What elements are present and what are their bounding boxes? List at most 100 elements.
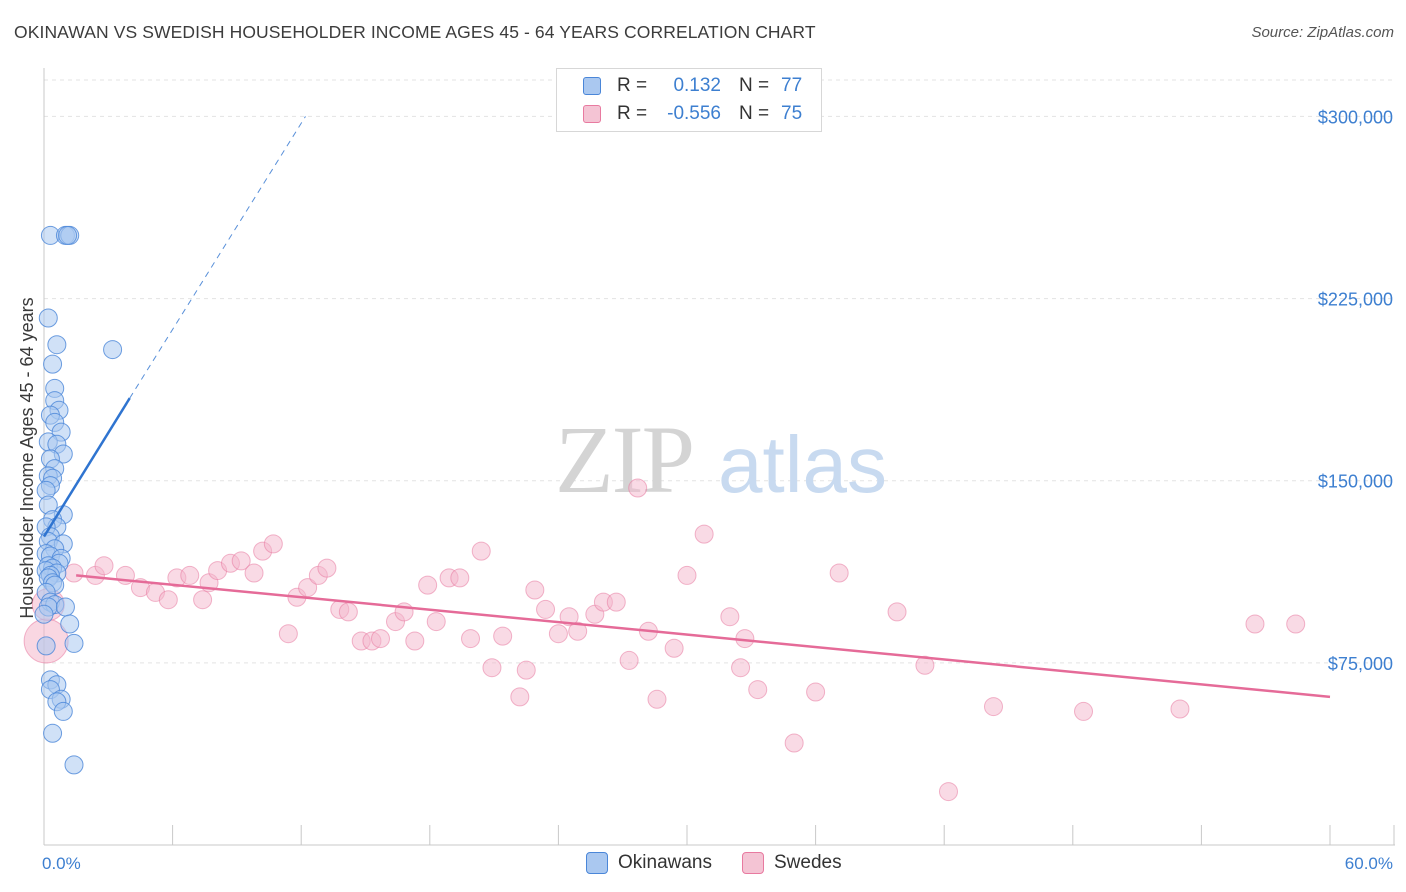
data-point-swedes (298, 578, 318, 598)
data-point-swedes (482, 658, 502, 678)
legend-row-swedes: R = -0.556 N = 75 (583, 102, 802, 126)
data-point-swedes (559, 607, 579, 627)
data-point-okinawans (53, 701, 73, 721)
n-value-okinawans: 77 (781, 75, 803, 96)
data-point-swedes (548, 624, 568, 644)
data-point-okinawans (38, 308, 58, 328)
watermark-zip: ZIP (555, 406, 693, 513)
x-tick-label: 0.0% (42, 854, 81, 873)
legend-item-okinawans[interactable]: Okinawans (586, 852, 712, 874)
watermark-atlas: atlas (718, 420, 887, 509)
data-point-swedes (405, 631, 425, 651)
data-point-swedes (606, 592, 626, 612)
swedes-swatch (583, 105, 601, 123)
data-point-okinawans (64, 633, 84, 653)
correlation-legend: R = 0.132 N = 77 R = -0.556 N = 75 (556, 68, 822, 132)
data-point-swedes (1245, 614, 1265, 634)
data-point-swedes (983, 697, 1003, 717)
y-axis-label: Householder Income Ages 45 - 64 years (17, 297, 37, 618)
data-point-swedes (647, 689, 667, 709)
data-point-swedes (829, 563, 849, 583)
data-point-swedes (158, 590, 178, 610)
trend-lines (42, 116, 1331, 699)
data-point-swedes (694, 524, 714, 544)
trend-line-okinawans-extension (129, 116, 306, 399)
okinawans-legend-label: Okinawans (618, 852, 712, 873)
data-point-swedes (461, 629, 481, 649)
data-point-swedes (784, 733, 804, 753)
data-point-okinawans (36, 636, 56, 656)
data-point-swedes (628, 478, 648, 498)
data-point-swedes (1074, 701, 1094, 721)
data-point-swedes (516, 660, 536, 680)
source-label: Source: ZipAtlas.com (1251, 24, 1394, 41)
data-point-okinawans (58, 225, 78, 245)
okinawans-legend-swatch (586, 852, 608, 874)
legend-row-okinawans: R = 0.132 N = 77 (583, 74, 802, 98)
data-point-swedes (263, 534, 283, 554)
data-point-swedes (938, 782, 958, 802)
data-point-okinawans (47, 335, 67, 355)
chart-title: OKINAWAN VS SWEDISH HOUSEHOLDER INCOME A… (14, 22, 816, 42)
series-swedes (23, 478, 1306, 802)
x-tick-label: 60.0% (1345, 854, 1393, 873)
data-point-swedes (450, 568, 470, 588)
y-tick-label: $75,000 (1328, 654, 1393, 674)
data-point-swedes (915, 655, 935, 675)
data-point-swedes (510, 687, 530, 707)
series-okinawans (34, 225, 123, 775)
data-point-swedes (317, 558, 337, 578)
data-point-swedes (338, 602, 358, 622)
r-value-swedes: -0.556 (667, 103, 721, 124)
data-point-swedes (525, 580, 545, 600)
legend-item-swedes[interactable]: Swedes (742, 852, 842, 874)
data-point-swedes (94, 556, 114, 576)
n-label: N = (739, 103, 770, 124)
okinawans-swatch (583, 77, 601, 95)
series-legend: Okinawans Swedes (586, 852, 872, 874)
y-tick-label: $150,000 (1318, 472, 1393, 492)
data-point-swedes (426, 612, 446, 632)
data-point-swedes (193, 590, 213, 610)
trend-line-swedes (76, 574, 1331, 699)
data-point-swedes (180, 565, 200, 585)
data-point-swedes (568, 621, 588, 641)
data-point-okinawans (34, 604, 54, 624)
data-point-okinawans (64, 755, 84, 775)
data-point-swedes (887, 602, 907, 622)
r-value-okinawans: 0.132 (673, 75, 721, 96)
data-point-swedes (493, 626, 513, 646)
n-value-swedes: 75 (781, 103, 803, 124)
data-point-swedes (806, 682, 826, 702)
data-point-okinawans (43, 354, 63, 374)
y-tick-label: $225,000 (1318, 290, 1393, 310)
axes (43, 68, 1395, 846)
trend-line-okinawans (42, 397, 131, 538)
y-tick-label: $300,000 (1318, 107, 1393, 127)
data-point-swedes (231, 551, 251, 571)
data-point-swedes (1170, 699, 1190, 719)
data-point-okinawans (55, 597, 75, 617)
swedes-legend-label: Swedes (774, 852, 842, 873)
data-point-swedes (619, 650, 639, 670)
r-label: R = (617, 103, 648, 124)
data-point-okinawans (43, 723, 63, 743)
n-label: N = (739, 75, 770, 96)
data-point-swedes (471, 541, 491, 561)
data-point-swedes (677, 565, 697, 585)
data-point-swedes (748, 680, 768, 700)
data-point-swedes (278, 624, 298, 644)
data-point-okinawans (103, 340, 123, 360)
data-point-swedes (731, 658, 751, 678)
data-point-swedes (244, 563, 264, 583)
data-point-swedes (664, 638, 684, 658)
data-point-swedes (418, 575, 438, 595)
data-point-swedes (1286, 614, 1306, 634)
r-label: R = (617, 75, 648, 96)
data-point-swedes (371, 629, 391, 649)
swedes-legend-swatch (742, 852, 764, 874)
data-point-swedes (720, 607, 740, 627)
data-point-okinawans (60, 614, 80, 634)
data-point-swedes (536, 599, 556, 619)
